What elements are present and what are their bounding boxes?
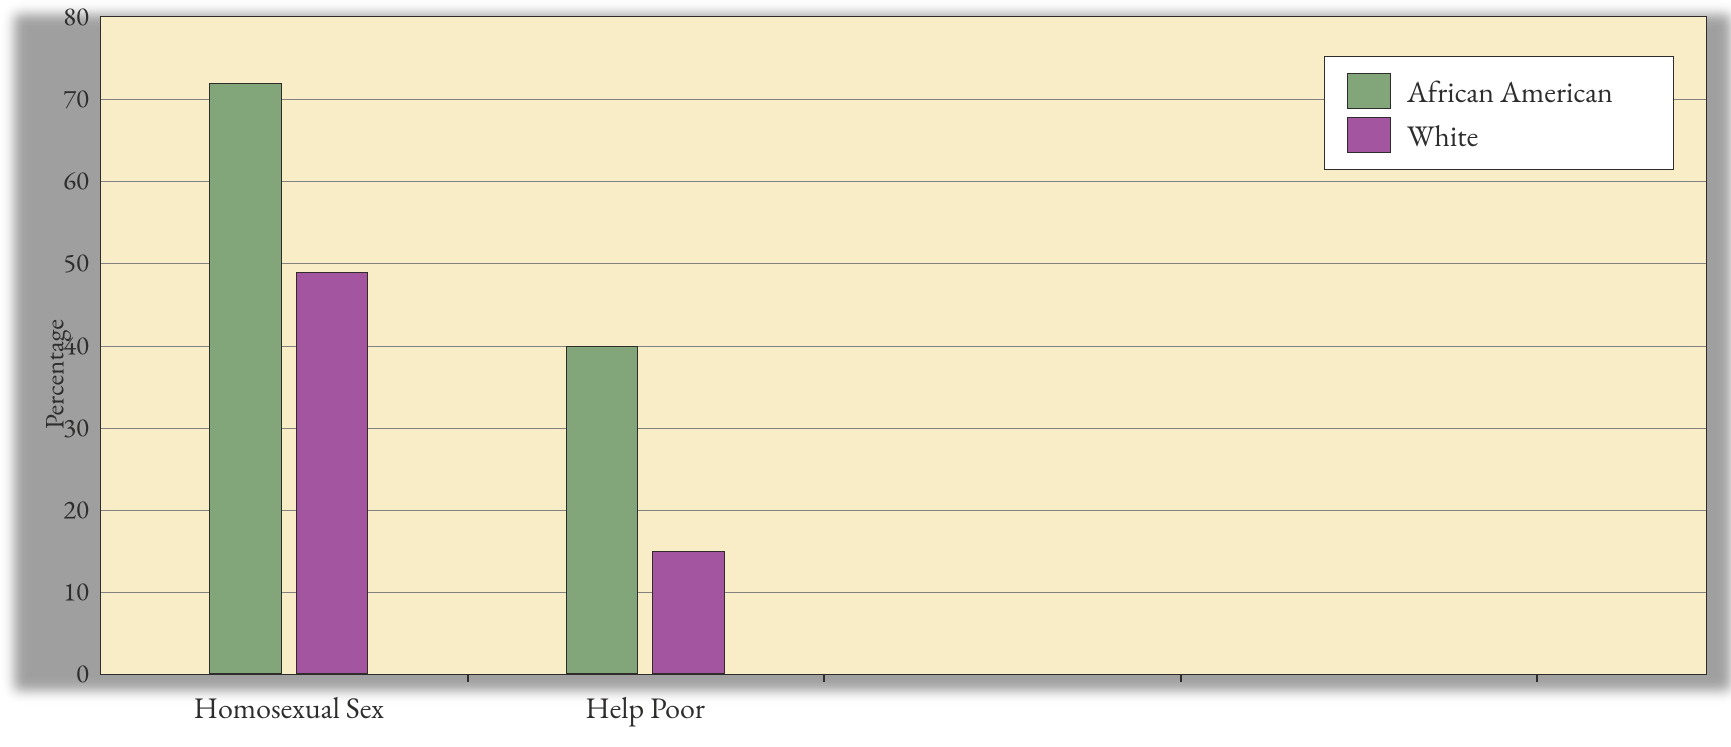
legend: African American White <box>1324 56 1674 170</box>
x-tick-mark <box>467 674 469 682</box>
legend-item: White <box>1347 113 1651 157</box>
plot-area: 01020304050607080Homosexual SexHelp Poor… <box>100 16 1707 675</box>
x-tick-mark <box>823 674 825 682</box>
gridline <box>101 181 1706 182</box>
bar-african_american <box>566 346 638 675</box>
bar-white <box>296 272 368 674</box>
y-tick-label: 20 <box>63 492 89 527</box>
bar-african_american <box>209 83 281 674</box>
legend-item: African American <box>1347 69 1651 113</box>
y-axis-title: Percentage <box>37 319 72 429</box>
y-tick-label: 10 <box>63 574 89 609</box>
bar-white <box>652 551 724 674</box>
legend-swatch-icon <box>1347 117 1391 153</box>
x-tick-mark <box>1180 674 1182 682</box>
y-tick-label: 60 <box>63 164 89 199</box>
legend-swatch-icon <box>1347 73 1391 109</box>
y-tick-label: 0 <box>76 657 89 692</box>
gridline <box>101 263 1706 264</box>
x-category-label: Homosexual Sex <box>194 688 384 727</box>
y-tick-label: 70 <box>63 82 89 117</box>
y-tick-label: 50 <box>63 246 89 281</box>
legend-label: African American <box>1407 72 1613 111</box>
y-tick-label: 80 <box>63 0 89 35</box>
legend-label: White <box>1407 116 1478 155</box>
x-category-label: Help Poor <box>585 688 705 727</box>
x-tick-mark <box>1536 674 1538 682</box>
bar-chart-figure: 01020304050607080Homosexual SexHelp Poor… <box>0 0 1731 747</box>
